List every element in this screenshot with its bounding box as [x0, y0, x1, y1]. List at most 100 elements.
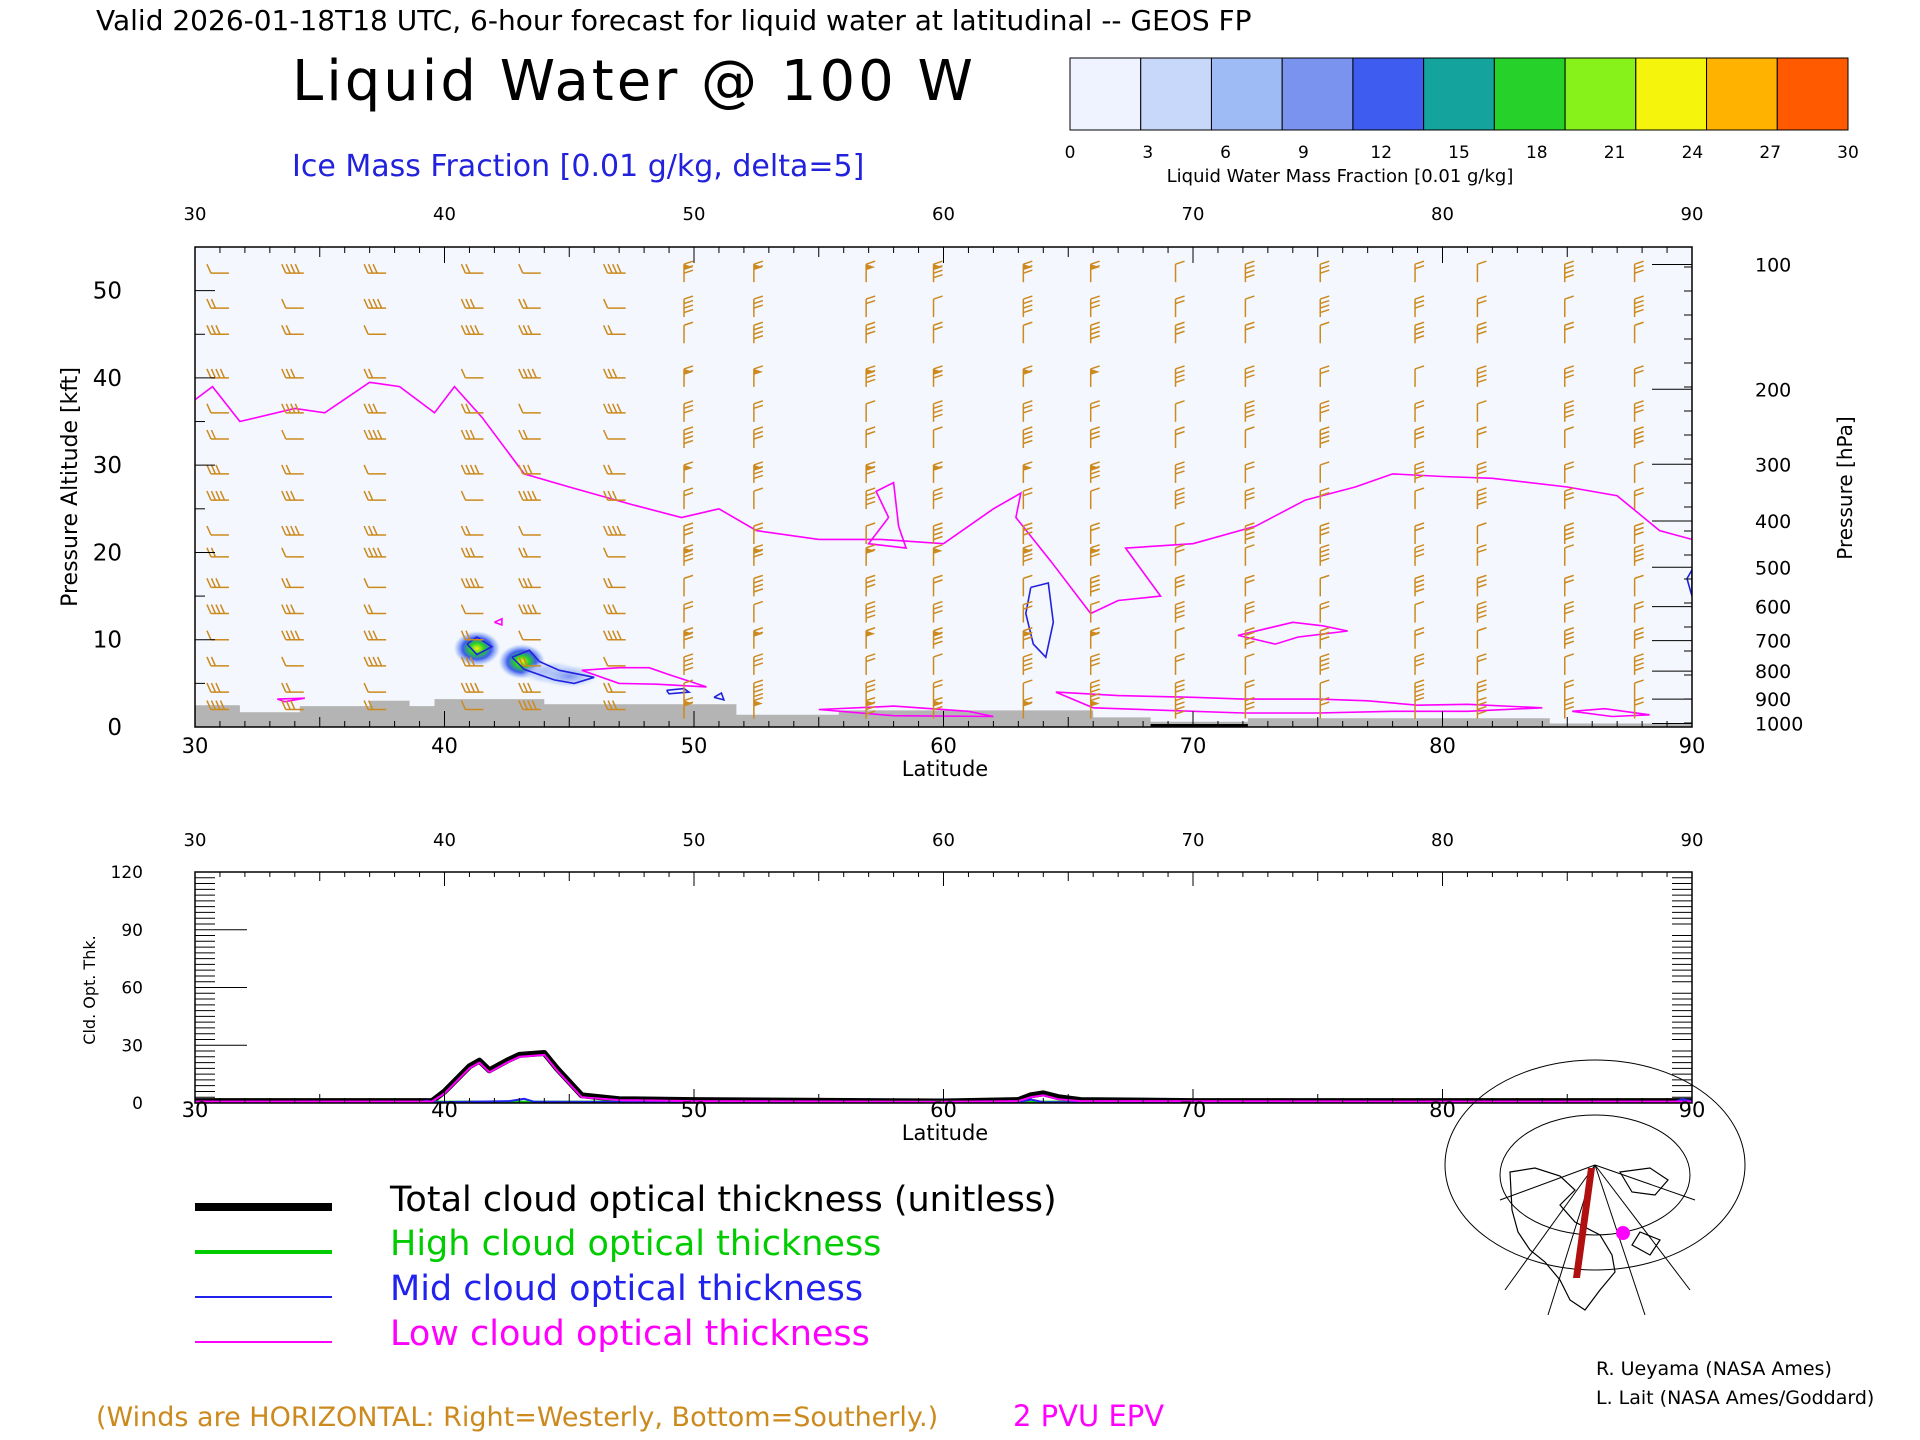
colorbar-tick-label: 3: [1142, 143, 1153, 163]
wind-barb: [932, 365, 943, 387]
wind-barb: [518, 630, 541, 641]
wind-barb: [1174, 365, 1185, 387]
wind-barb: [1244, 260, 1255, 283]
wind-barb: [1564, 365, 1574, 387]
upper-plot-area: [195, 247, 1692, 727]
legend-label-low: Low cloud optical thickness: [390, 1314, 870, 1354]
wind-barb: [1564, 487, 1574, 510]
wind-barb: [932, 295, 943, 318]
wind-barb: [1089, 461, 1100, 483]
credit-line-2: L. Lait (NASA Ames/Goddard): [1596, 1387, 1874, 1409]
y-tick-label: 20: [93, 540, 122, 566]
wind-barb: [518, 263, 541, 274]
colorbar-swatch: [1706, 57, 1778, 131]
wind-barb: [460, 324, 484, 336]
wind-barb: [1476, 321, 1487, 344]
wind-barb: [865, 574, 876, 597]
wind-barb: [1476, 574, 1487, 597]
wind-barb: [1476, 679, 1487, 702]
wind-barb: [1414, 696, 1425, 719]
x-tick-label: 30: [182, 734, 209, 758]
wind-barb: [460, 263, 484, 274]
x-tick-label-top: 50: [683, 830, 706, 851]
x-tick-label-top: 80: [1431, 204, 1454, 225]
wind-barb: [206, 429, 229, 440]
pressure-tick-label: 600: [1755, 597, 1791, 619]
wind-barb: [1414, 400, 1425, 422]
wind-barb: [1414, 627, 1425, 649]
wind-barb: [363, 429, 387, 440]
wind-barb: [932, 679, 943, 702]
wind-barb: [1022, 522, 1033, 544]
wind-barb: [1564, 426, 1574, 448]
wind-barb: [281, 368, 304, 379]
ice-contour: [1686, 568, 1692, 597]
wind-barb: [753, 295, 764, 318]
wind-barb: [602, 700, 626, 711]
wind-barb: [1319, 544, 1330, 566]
wind-barb: [363, 547, 387, 558]
wind-barb: [1022, 679, 1033, 702]
wind-barb: [683, 295, 694, 318]
wind-barb: [1319, 696, 1330, 719]
x-tick-label-top: 60: [932, 204, 955, 225]
wind-barb: [602, 547, 626, 558]
wind-barb: [753, 544, 764, 566]
wind-barb: [1022, 574, 1033, 597]
wind-barb: [281, 547, 304, 558]
colorbar-tick-label: 6: [1220, 143, 1231, 163]
colorbar-tick-label: 21: [1604, 143, 1626, 163]
colorbar-tick-label: 9: [1298, 143, 1309, 163]
wind-barb: [1633, 696, 1644, 719]
wind-barb: [363, 578, 387, 589]
wind-barb: [518, 656, 541, 667]
wind-barb: [1089, 321, 1100, 344]
wind-barb: [281, 298, 304, 309]
wind-barb: [1089, 400, 1100, 422]
wind-barb: [206, 604, 229, 615]
wind-barb: [602, 324, 626, 336]
ice-contour: [713, 691, 726, 702]
wind-barb: [1476, 260, 1487, 283]
wind-barb: [281, 263, 304, 274]
wind-barb: [281, 578, 304, 589]
wind-barb: [460, 403, 484, 414]
wind-barb: [1089, 574, 1100, 597]
wind-barb: [865, 321, 876, 344]
wind-barb: [281, 403, 304, 414]
x-tick-label: 70: [1180, 734, 1207, 758]
colorbar-tick-label: 27: [1759, 143, 1781, 163]
wind-barb: [1414, 600, 1425, 623]
wind-barb: [1633, 487, 1644, 510]
wind-barb: [1633, 260, 1644, 283]
wind-barb: [602, 525, 626, 536]
x-tick-label: 60: [930, 734, 957, 758]
wind-barb: [363, 464, 387, 475]
wind-barb: [1476, 600, 1487, 623]
wind-barb: [518, 429, 541, 440]
x-tick-label-top: 50: [683, 204, 706, 225]
wind-barb: [363, 656, 387, 667]
x-tick-label: 60: [930, 1098, 957, 1122]
colorbar-tick-label: 0: [1065, 143, 1076, 163]
wind-barb: [932, 600, 943, 623]
wind-barb: [753, 400, 764, 422]
wind-barb: [865, 400, 876, 422]
epv-2pvu-line: [818, 705, 994, 718]
wind-barb: [865, 600, 876, 623]
wind-barb: [518, 490, 541, 501]
site-marker-dot: [1616, 1226, 1630, 1240]
wind-barb: [683, 696, 694, 719]
wind-barb: [753, 627, 764, 649]
wind-barb: [281, 630, 304, 641]
wind-barb: [932, 400, 943, 422]
pressure-tick-label: 100: [1755, 254, 1791, 276]
wind-barb: [518, 324, 541, 336]
epv-2pvu-line: [1055, 691, 1543, 714]
wind-barb: [683, 400, 694, 422]
wind-barb: [1319, 365, 1330, 387]
wind-barb: [932, 487, 943, 510]
wind-barb: [1022, 544, 1033, 566]
wind-barb: [1174, 260, 1185, 283]
